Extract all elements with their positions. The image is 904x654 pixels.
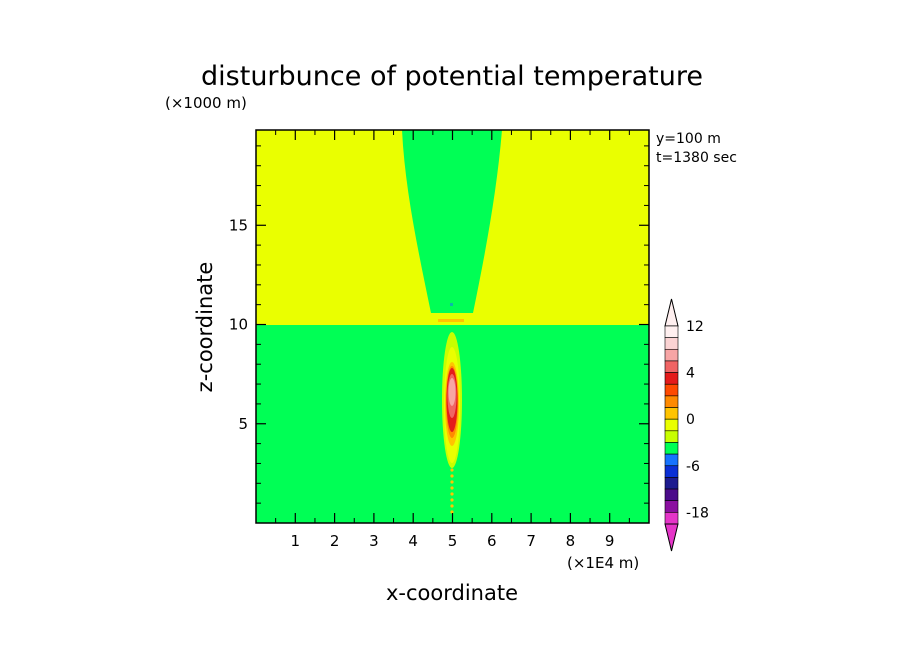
colorbar-segment	[664, 488, 679, 502]
upper-plume	[402, 130, 502, 313]
y-tick-label: 15	[229, 216, 248, 234]
x-tick-label: 5	[448, 532, 458, 550]
colorbar-segment	[664, 372, 679, 385]
y-unit-label: (×1000 m)	[165, 94, 247, 112]
interface-band	[256, 320, 649, 325]
x-tick-label: 6	[487, 532, 497, 550]
colorbar-segment	[664, 477, 679, 490]
x-unit-label: (×1E4 m)	[567, 554, 639, 572]
colorbar-segment	[664, 500, 679, 513]
colorbar-segment	[664, 395, 679, 408]
colorbar-segment	[664, 453, 679, 467]
colorbar-label: -6	[686, 459, 700, 475]
colorbar-label: 4	[686, 366, 695, 382]
chart-title: disturbunce of potential temperature	[201, 61, 703, 92]
x-tick-label: 3	[369, 532, 379, 550]
x-tick-label: 2	[330, 532, 340, 550]
plume-dot	[450, 480, 454, 484]
colorbar-label: 12	[686, 319, 704, 335]
annotation-t: t=1380 sec	[656, 150, 737, 166]
plume-dot	[450, 486, 454, 490]
plume-dot	[450, 498, 454, 502]
colorbar-segment	[664, 337, 679, 350]
plume-dot	[450, 504, 454, 508]
plot-area	[256, 130, 649, 523]
x-axis-label: x-coordinate	[386, 581, 518, 605]
interface-notch	[409, 320, 445, 325]
plume-dot	[450, 492, 454, 496]
colorbar-segment	[664, 442, 679, 455]
plume-dot	[450, 510, 454, 514]
colorbar-segment	[664, 325, 679, 338]
x-tick-label: 7	[526, 532, 536, 550]
colorbar-segment	[664, 360, 679, 373]
colorbar-label: 0	[686, 412, 695, 428]
colorbar-bottom-arrow	[664, 523, 679, 552]
colorbar-segment	[664, 512, 679, 525]
plume-dot	[450, 468, 454, 472]
colorbar-segment	[664, 348, 679, 362]
colorbar-top-arrow	[664, 298, 679, 327]
plume-core	[448, 378, 456, 406]
x-ticks: 1 2 3 4 5 6 7 8 9	[275, 130, 630, 550]
plume-dot	[450, 474, 454, 478]
y-ticks: 5 10 15	[229, 145, 649, 504]
colorbar-segment	[664, 430, 679, 443]
y-axis-label: z-coordinate	[193, 262, 217, 393]
x-tick-label: 4	[408, 532, 418, 550]
colorbar: 12 4 0 -6 -18	[664, 298, 709, 552]
interface-highlight	[438, 319, 464, 322]
plume-dots	[450, 468, 454, 514]
upper-cyan-spot	[450, 303, 453, 306]
colorbar-segment	[664, 465, 679, 478]
colorbar-segment	[664, 418, 679, 432]
y-tick-label: 10	[229, 316, 248, 334]
interface-notch	[461, 320, 496, 325]
colorbar-segment	[664, 407, 679, 420]
y-tick-label: 5	[238, 415, 248, 433]
x-tick-label: 1	[291, 532, 301, 550]
annotation-y: y=100 m	[656, 131, 721, 147]
colorbar-label: -18	[686, 505, 709, 521]
colorbar-segment	[664, 383, 679, 397]
x-tick-label: 9	[605, 532, 615, 550]
x-tick-label: 8	[566, 532, 576, 550]
